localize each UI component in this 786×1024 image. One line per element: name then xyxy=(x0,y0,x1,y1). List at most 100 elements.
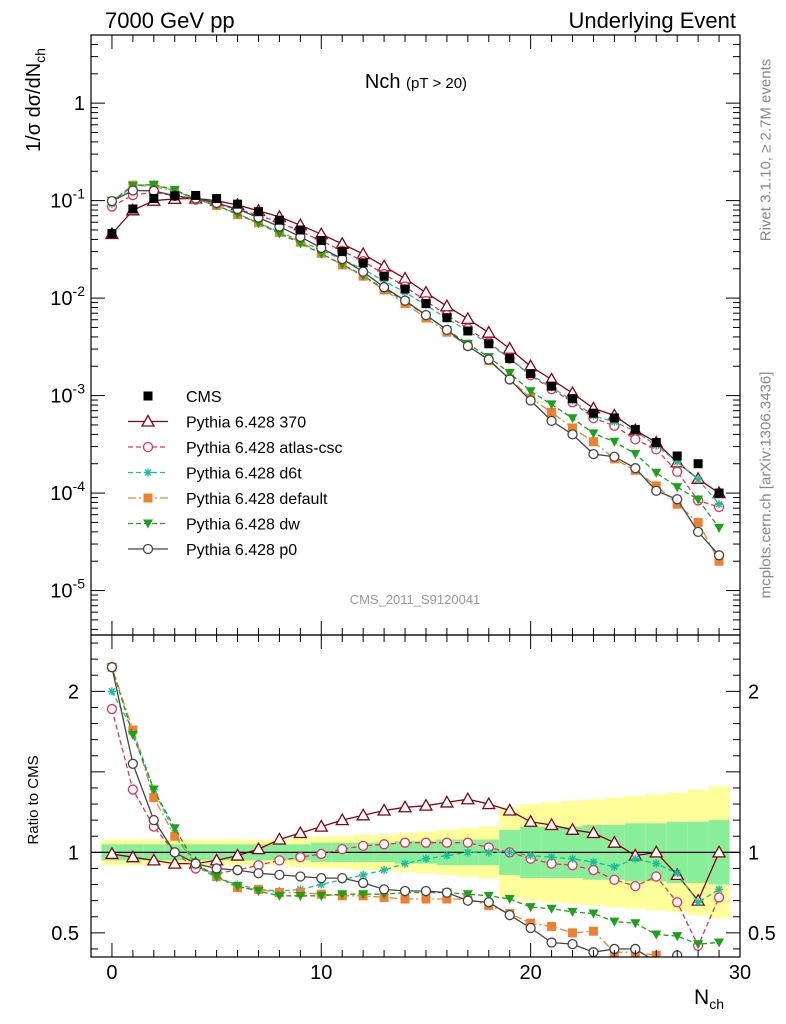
legend-label: CMS xyxy=(186,389,222,406)
series-point-4 xyxy=(148,180,159,190)
ratio-point-2 xyxy=(631,854,640,863)
data-point xyxy=(505,354,515,364)
data-point xyxy=(191,190,201,200)
x-axis-label: Nch xyxy=(694,986,724,1012)
ratio-point-4 xyxy=(274,891,285,901)
ratio-point-5 xyxy=(358,877,369,889)
ratio-point-5 xyxy=(483,897,494,908)
ratio-point-4 xyxy=(462,890,473,900)
ratio-point-2 xyxy=(505,848,514,857)
ratio-frame xyxy=(90,634,741,958)
legend-marker xyxy=(140,414,156,427)
ratio-point-1 xyxy=(295,852,306,863)
ratio-point-4 xyxy=(253,886,264,896)
ratio-point-5 xyxy=(253,868,264,879)
series-point-4 xyxy=(525,387,536,397)
series-point-4 xyxy=(609,437,620,447)
ratio-point-4 xyxy=(148,785,159,795)
y-tick-label: 1 xyxy=(74,93,85,115)
data-point xyxy=(170,191,180,201)
ratio-point-5 xyxy=(378,884,390,895)
series-point-5 xyxy=(713,550,725,561)
ratio-point-4 xyxy=(525,903,536,913)
series-point-5 xyxy=(127,185,139,196)
series-line-3 xyxy=(111,184,720,562)
ratio-point-1 xyxy=(672,897,683,908)
series-point-4 xyxy=(546,400,557,410)
ratio-point-5 xyxy=(337,872,348,884)
series-point-5 xyxy=(630,463,641,474)
ratio-point-0 xyxy=(418,798,434,811)
data-point xyxy=(526,369,536,379)
series-point-5 xyxy=(148,185,159,196)
data-point xyxy=(714,488,724,498)
series-point-4 xyxy=(651,468,662,478)
legend-marker xyxy=(144,468,152,477)
ratio-y-tick-label-right: 1 xyxy=(748,842,759,864)
series-point-5 xyxy=(588,448,599,460)
ratio-point-2 xyxy=(526,851,535,860)
ratio-point-1 xyxy=(316,848,327,860)
data-point xyxy=(442,313,452,323)
ratio-point-4 xyxy=(169,824,180,834)
series-point-5 xyxy=(609,451,620,462)
ratio-point-5 xyxy=(169,847,180,858)
ratio-point-4 xyxy=(672,932,683,942)
data-point xyxy=(588,408,598,418)
data-point xyxy=(358,258,368,268)
data-point xyxy=(568,394,578,404)
series-point-4 xyxy=(567,414,578,424)
series-point-0 xyxy=(481,325,496,338)
ratio-point-1 xyxy=(713,892,725,903)
data-point xyxy=(672,451,682,461)
series-point-0 xyxy=(418,285,434,298)
ratio-point-1 xyxy=(420,837,432,848)
ratio-point-4 xyxy=(483,891,494,901)
ratio-point-5 xyxy=(504,909,515,921)
data-point xyxy=(651,438,661,448)
ratio-point-1 xyxy=(441,837,453,848)
ratio-point-2 xyxy=(610,862,619,871)
legend-label: Pythia 6.428 dw xyxy=(186,517,300,534)
data-point xyxy=(484,339,494,349)
data-point xyxy=(233,199,243,209)
data-point xyxy=(421,299,431,309)
ratio-point-0 xyxy=(711,845,727,858)
ratio-point-1 xyxy=(378,839,390,850)
ratio-point-0 xyxy=(335,812,350,826)
legend-label: Pythia 6.428 370 xyxy=(186,415,306,432)
ratio-point-2 xyxy=(380,866,389,875)
legend-label: Pythia 6.428 p0 xyxy=(186,542,297,559)
ratio-point-0 xyxy=(565,822,580,835)
series-point-5 xyxy=(462,340,473,352)
legend-marker xyxy=(143,391,153,401)
ratio-y-tick-label-right: 2 xyxy=(748,681,759,703)
x-tick-label: 20 xyxy=(520,962,542,984)
ratio-point-5 xyxy=(211,863,222,874)
data-point xyxy=(400,284,410,294)
y-axis-label: 1/σ dσ/dNch xyxy=(23,48,48,152)
series-point-4 xyxy=(274,229,285,239)
series-point-0 xyxy=(460,311,475,325)
y-tick-label: 10-2 xyxy=(50,283,85,310)
ratio-plot-layer xyxy=(91,662,740,957)
ratio-point-5 xyxy=(441,887,453,898)
ratio-point-2 xyxy=(359,870,368,879)
ratio-point-1 xyxy=(274,855,285,866)
series-point-5 xyxy=(483,354,494,365)
ratio-point-0 xyxy=(460,791,475,805)
data-point xyxy=(107,228,117,238)
data-point xyxy=(128,204,138,214)
series-point-3 xyxy=(714,556,724,566)
ratio-point-4 xyxy=(651,930,662,940)
ratio-point-4 xyxy=(295,891,306,901)
data-point xyxy=(316,235,326,245)
ratio-point-0 xyxy=(272,832,287,845)
ratio-point-1 xyxy=(651,871,662,882)
series-point-5 xyxy=(441,324,453,335)
series-point-2 xyxy=(380,277,389,286)
ratio-point-4 xyxy=(588,909,599,919)
ratio-point-1 xyxy=(337,843,348,855)
ratio-point-5 xyxy=(316,872,327,884)
series-point-5 xyxy=(651,485,662,496)
